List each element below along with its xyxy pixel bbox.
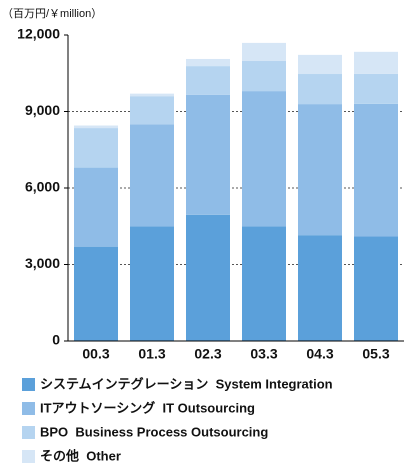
bar-segment [354,51,398,74]
bar-segment [242,61,286,92]
bar-segment [186,214,230,341]
bar-segment [186,66,230,95]
bar-segment [298,104,342,236]
legend-label: その他 Other [40,448,121,463]
legend-swatch [22,402,35,415]
y-tick-label: 6,000 [25,179,60,195]
bar-segment [130,96,174,125]
y-tick-label: 9,000 [25,102,60,118]
bar-segment [242,91,286,227]
bar-segment [186,58,230,67]
y-tick-label: 12,000 [17,26,60,42]
x-tick-label: 03.3 [250,346,277,362]
bar-segment [354,236,398,341]
y-tick-label: 3,000 [25,255,60,271]
bar-segment [130,124,174,227]
bar-segment [354,103,398,237]
x-tick-label: 05.3 [362,346,389,362]
bar-segment [130,226,174,341]
bar-segment [130,93,174,97]
bar-segment [74,246,118,341]
bar-segment [298,235,342,341]
bar-segment [74,167,118,247]
x-tick-label: 01.3 [138,346,165,362]
legend-swatch [22,378,35,391]
bar-segment [354,73,398,104]
legend-label: ITアウトソーシング IT Outsourcing [40,400,255,415]
legend-swatch [22,426,35,439]
bar-segment [74,125,118,129]
bar-segment [242,42,286,62]
legend-label: システムインテグレーション System Integration [40,376,333,391]
bar-segment [186,94,230,215]
legend-swatch [22,450,35,463]
legend-label: BPO Business Process Outsourcing [40,424,268,439]
bar-segment [74,128,118,168]
y-tick-label: 0 [52,332,60,348]
bar-segment [298,54,342,75]
bar-segment [298,74,342,105]
x-tick-label: 00.3 [82,346,109,362]
x-tick-label: 02.3 [194,346,221,362]
bar-segment [242,226,286,341]
x-tick-label: 04.3 [306,346,333,362]
y-axis-unit: （百万円/￥million） [2,7,102,20]
